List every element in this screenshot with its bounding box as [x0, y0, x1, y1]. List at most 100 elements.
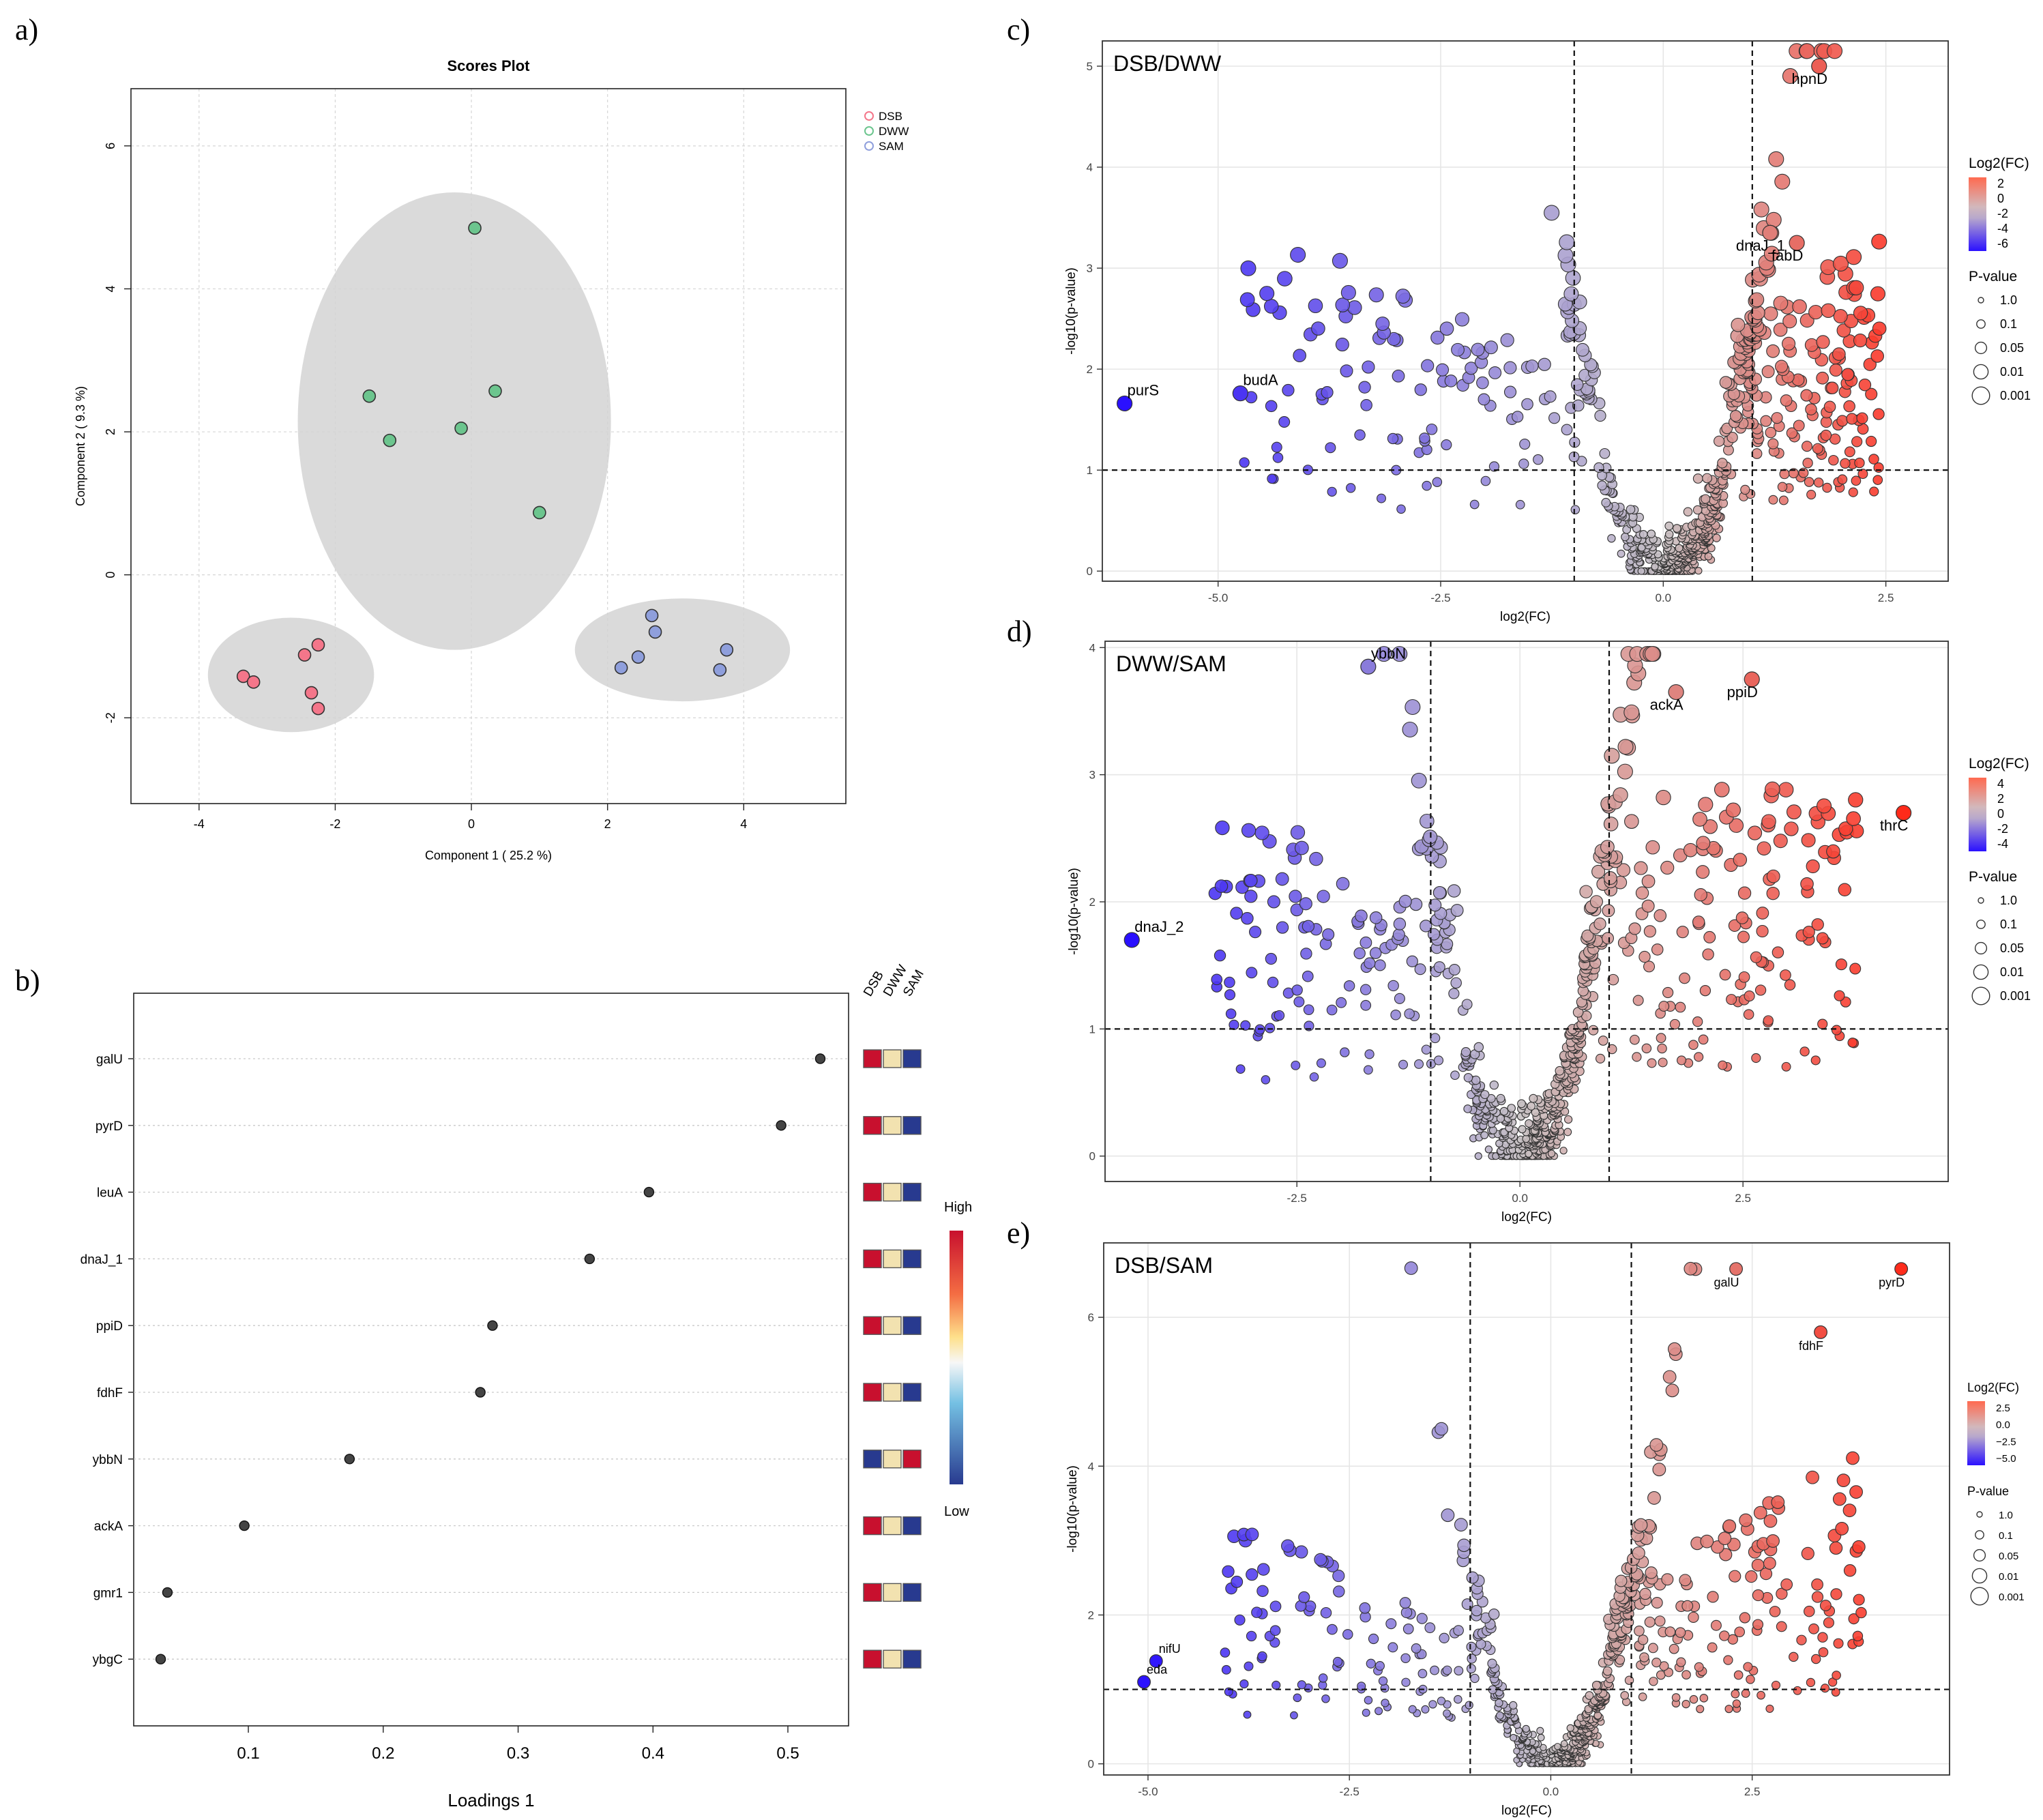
- gene-point: [1823, 483, 1832, 492]
- gene-point: [1220, 1648, 1230, 1658]
- y-tick-label: 3: [1087, 262, 1093, 275]
- gene-point: [1580, 885, 1592, 898]
- size-legend-label: 0.01: [2000, 965, 2024, 979]
- gene-point: [1802, 441, 1812, 452]
- x-axis-label: Component 1 ( 25.2 %): [425, 849, 552, 862]
- gene-point: [1730, 411, 1741, 422]
- gene-point: [1485, 1146, 1492, 1153]
- gene-point: [1452, 343, 1465, 356]
- gene-point: [1465, 1701, 1473, 1709]
- group-level-box-dww: [883, 1117, 901, 1134]
- gene-point: [1405, 1262, 1417, 1275]
- gene-point: [1850, 1486, 1863, 1499]
- figure: a) b) c) d) e) Scores Plot-4 -2 0 2 4-20246C…: [0, 0, 2043, 1820]
- y-tick-label: 2: [1088, 1609, 1094, 1621]
- gene-point: [1781, 1579, 1793, 1590]
- gene-point: [1634, 1626, 1645, 1636]
- gene-point: [1769, 151, 1784, 166]
- loading-point-dnaj_1: [585, 1254, 594, 1263]
- gene-point: [1336, 877, 1349, 890]
- gene-point: [1348, 301, 1362, 314]
- gene-point: [1566, 271, 1581, 286]
- gene-point: [1440, 322, 1454, 336]
- size-legend-label: 0.01: [2000, 365, 2024, 379]
- gene-point: [1364, 1066, 1373, 1074]
- gene-point: [1645, 647, 1660, 662]
- y-tick-label: 2: [104, 428, 117, 435]
- colorbar-title: Log2(FC): [1969, 156, 2029, 171]
- y-axis-label: -log10(p-value): [1065, 1465, 1080, 1553]
- gene-point: [1669, 1644, 1679, 1654]
- gene-point: [1276, 872, 1289, 885]
- gene-point: [1675, 1628, 1685, 1637]
- gene-point: [1244, 1711, 1251, 1718]
- gene-point: [1454, 1626, 1464, 1636]
- gene-point: [1746, 1675, 1754, 1684]
- gene-point: [1467, 1642, 1476, 1652]
- gene-point: [1458, 1539, 1470, 1551]
- gene-point: [1665, 1627, 1675, 1637]
- gene-point: [1665, 530, 1673, 538]
- group-level-box-dsb: [864, 1250, 881, 1267]
- gene-point: [1401, 1654, 1410, 1662]
- gene-point: [1224, 977, 1235, 987]
- gene-point: [1695, 568, 1702, 574]
- gene-point: [1625, 814, 1639, 829]
- gene-point: [1684, 843, 1697, 857]
- gene-point: [1642, 1044, 1651, 1053]
- gene-point: [1762, 814, 1776, 829]
- y-axis-label: Component 2 ( 9.3 %): [74, 386, 87, 506]
- group-level-box-dww: [883, 1184, 901, 1201]
- gene-point: [1633, 995, 1643, 1006]
- group-level-box-dsb: [864, 1450, 881, 1468]
- gene-point: [1761, 415, 1772, 426]
- gene-point: [1744, 991, 1754, 1001]
- legend-marker-sam: [865, 142, 873, 150]
- volcano-dsb-sam-panel: galU pyrD fdhF nifU eda DSB/SAM -5.0 -2.5 0.0 2.5…: [1065, 1243, 2025, 1818]
- gene-point: [1369, 288, 1383, 302]
- gene-point: [1211, 974, 1222, 985]
- gene-point: [1415, 1059, 1424, 1068]
- gene-point: [1819, 1647, 1828, 1657]
- gene-point: [1802, 834, 1815, 847]
- group-level-box-dsb: [864, 1383, 881, 1401]
- gene-point: [1711, 1620, 1722, 1630]
- gene-point: [1340, 365, 1353, 377]
- y-tick-label: 6: [104, 143, 117, 149]
- gene-point: [1852, 437, 1862, 447]
- gene-point: [1677, 926, 1688, 938]
- gene-point: [1360, 984, 1370, 995]
- y-tick-label: 2: [1089, 896, 1096, 909]
- gene-point: [1642, 875, 1655, 888]
- legend-low-label: Low: [944, 1504, 969, 1519]
- gene-point: [1222, 1566, 1234, 1577]
- confidence-ellipse-sam: [575, 598, 790, 701]
- gene-point: [1241, 261, 1256, 276]
- colorbar-title: Log2(FC): [1969, 756, 2029, 772]
- gene-point: [1422, 1705, 1429, 1713]
- gene-point: [1638, 568, 1645, 574]
- gene-point: [1774, 296, 1788, 310]
- panel-label-a: a): [15, 13, 38, 46]
- gene-point: [1827, 845, 1840, 858]
- gene-point: [1241, 913, 1253, 924]
- gene-point: [1789, 1652, 1798, 1661]
- gene-point: [1844, 400, 1855, 412]
- group-level-box-sam: [903, 1383, 921, 1401]
- gene-point: [1629, 923, 1641, 935]
- gene-point: [1829, 455, 1838, 465]
- gene-point: [1392, 370, 1405, 382]
- gene-point: [1215, 880, 1227, 892]
- gene-point: [1851, 476, 1861, 486]
- gene-point: [1317, 1059, 1325, 1068]
- gene-point: [1322, 1695, 1329, 1703]
- gene-point: [1250, 926, 1261, 938]
- gene-point: [1812, 443, 1823, 454]
- gene-point: [1726, 995, 1737, 1005]
- gene-point: [1673, 525, 1681, 533]
- gene-label-buda: budA: [1243, 372, 1278, 389]
- gene-point: [1651, 563, 1658, 570]
- gene-point: [1456, 312, 1469, 326]
- gene-point: [1347, 484, 1355, 493]
- group-level-box-sam: [903, 1250, 921, 1267]
